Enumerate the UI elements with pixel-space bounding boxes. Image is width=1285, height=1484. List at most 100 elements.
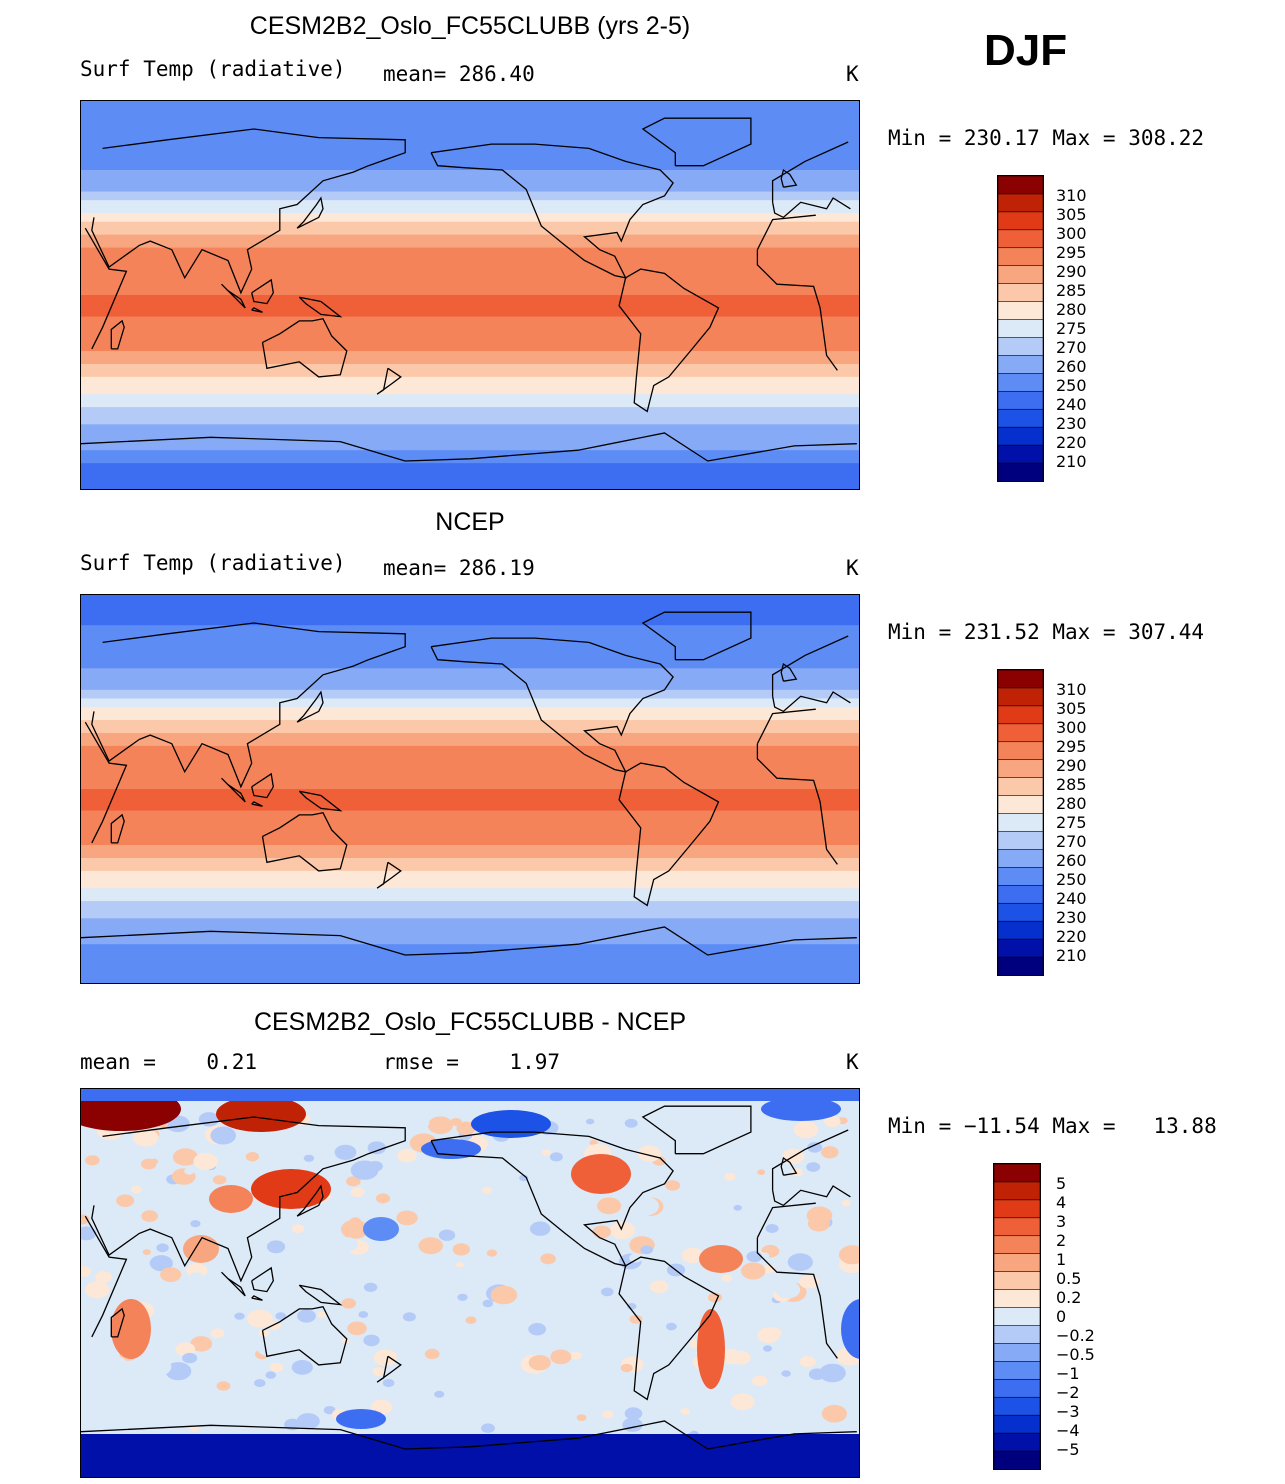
difference-blob [269,1362,284,1373]
difference-blob [144,1357,172,1376]
temperature-band [81,256,859,262]
temperature-band [81,131,859,136]
difference-blob [132,1128,159,1147]
difference-blob [519,1174,529,1182]
colorbar-swatch [994,1164,1040,1183]
colorbar-swatch [994,1253,1040,1273]
panel-3-units: K [846,1050,859,1074]
temperature-band [81,182,859,188]
difference-blob [793,1121,819,1139]
difference-blob [150,1158,159,1165]
temperature-band [81,467,859,473]
difference-blob [640,1245,653,1255]
coastline [771,635,849,697]
colorbar-swatch [994,1307,1040,1327]
colorbar-swatch [994,1343,1040,1363]
temperature-band [81,724,859,730]
difference-blob [346,1176,361,1187]
temperature-band [81,944,859,950]
difference-blob [95,1271,112,1283]
difference-blob [370,1399,393,1415]
coastline [298,790,343,812]
difference-blob [585,1118,595,1125]
colorbar-swatch [998,426,1043,447]
temperature-band [81,346,859,352]
difference-blob [316,1136,326,1144]
temperature-band [81,978,859,983]
temperature-band [81,685,859,691]
difference-blob [775,1281,801,1299]
difference-blob [540,1253,556,1265]
temperature-band [81,857,859,863]
coastline [296,690,324,723]
difference-blob [210,1328,225,1339]
temperature-band [81,901,859,906]
cold-anomaly [336,1409,386,1429]
temperature-band [81,810,859,816]
difference-blob [799,1356,816,1368]
difference-blob [303,1154,315,1162]
colorbar-swatch [998,777,1043,797]
colorbar-swatch [998,938,1043,958]
difference-blob [254,1379,266,1388]
difference-blob [375,1329,399,1346]
temperature-band [81,113,859,119]
warm-anomaly [699,1245,743,1273]
panel-3-title: CESM2B2_Oslo_FC55CLUBB - NCEP [253,1008,687,1036]
difference-blob [184,1167,195,1175]
difference-blob [481,1423,495,1433]
difference-blob [570,1351,582,1360]
panel-3-mean-label: mean = 0.21 [80,1050,258,1074]
difference-blob [434,1390,445,1398]
temperature-band [81,333,859,339]
temperature-band [81,303,859,309]
colorbar-swatch [998,956,1043,975]
tick: 290 [1056,756,1087,775]
coastline [221,777,246,803]
temperature-band [81,118,859,124]
difference-blob [629,1253,643,1263]
temperature-band [81,702,859,708]
difference-blob [210,1126,236,1145]
cold-anomaly [841,1299,859,1359]
temperature-band [81,849,859,855]
colorbar-swatch [998,229,1043,249]
coastline [780,168,798,188]
difference-blob [182,1352,198,1364]
difference-blob [791,1168,804,1177]
temperature-band [81,939,859,945]
temperature-band [81,607,859,613]
temperature-band [81,458,859,464]
temperature-band [81,715,859,721]
difference-blob [190,1336,213,1352]
coastline [780,1156,798,1176]
difference-blob [528,1323,547,1336]
temperature-band [81,398,859,404]
temperature-band [81,251,859,257]
difference-blob [490,1285,518,1305]
temperature-band [81,454,859,460]
difference-blob [757,1169,766,1175]
panel-3-colorbar [993,1163,1041,1470]
colorbar-swatch [998,759,1043,779]
tick: 290 [1056,262,1087,281]
panel-2-colorbar-swatches [998,670,1043,975]
temperature-band [81,961,859,967]
temperature-band [81,161,859,167]
temperature-band [81,616,859,622]
difference-blob [486,1249,498,1257]
colorbar-swatch [998,670,1043,689]
coastline [641,117,752,167]
difference-blob [637,1145,662,1162]
temperature-band [81,689,859,695]
difference-blob [745,1372,755,1379]
temperature-band [81,612,859,618]
difference-blob [665,1180,681,1191]
temperature-band [81,359,859,365]
panel-3-colorbar-swatches [994,1164,1040,1469]
tick: 280 [1056,794,1087,813]
difference-blob [673,1419,695,1434]
temperature-band [81,957,859,962]
temperature-band [81,793,859,799]
temperature-band [81,437,859,443]
